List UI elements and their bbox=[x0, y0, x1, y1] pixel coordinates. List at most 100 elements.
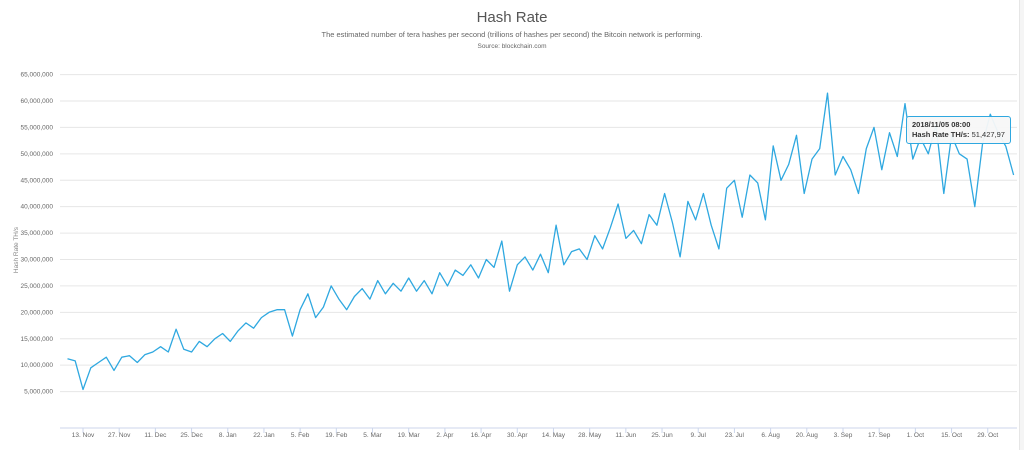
data-point[interactable] bbox=[640, 242, 643, 245]
data-point[interactable] bbox=[213, 337, 216, 340]
data-point[interactable] bbox=[252, 327, 255, 330]
data-point[interactable] bbox=[337, 298, 340, 301]
data-point[interactable] bbox=[97, 361, 100, 364]
data-point[interactable] bbox=[415, 290, 418, 293]
data-point[interactable] bbox=[942, 192, 945, 195]
data-point[interactable] bbox=[198, 340, 201, 343]
data-point[interactable] bbox=[725, 187, 728, 190]
data-point[interactable] bbox=[345, 308, 348, 311]
data-point[interactable] bbox=[275, 308, 278, 311]
data-point[interactable] bbox=[66, 357, 69, 360]
data-point[interactable] bbox=[260, 316, 263, 319]
data-point[interactable] bbox=[555, 224, 558, 227]
data-point[interactable] bbox=[779, 179, 782, 182]
data-point[interactable] bbox=[469, 263, 472, 266]
data-point[interactable] bbox=[159, 345, 162, 348]
data-point[interactable] bbox=[524, 255, 527, 258]
data-point[interactable] bbox=[182, 348, 185, 351]
data-point[interactable] bbox=[314, 316, 317, 319]
data-point[interactable] bbox=[190, 350, 193, 353]
data-point[interactable] bbox=[144, 353, 147, 356]
data-point[interactable] bbox=[399, 290, 402, 293]
data-point[interactable] bbox=[904, 102, 907, 105]
data-point[interactable] bbox=[958, 152, 961, 155]
data-point[interactable] bbox=[477, 276, 480, 279]
data-point[interactable] bbox=[120, 356, 123, 359]
data-point[interactable] bbox=[857, 192, 860, 195]
data-point[interactable] bbox=[733, 179, 736, 182]
data-point[interactable] bbox=[601, 247, 604, 250]
data-point[interactable] bbox=[508, 290, 511, 293]
data-point[interactable] bbox=[376, 279, 379, 282]
data-point[interactable] bbox=[702, 192, 705, 195]
data-point[interactable] bbox=[105, 356, 108, 359]
data-point[interactable] bbox=[764, 218, 767, 221]
data-point[interactable] bbox=[330, 284, 333, 287]
data-point[interactable] bbox=[306, 292, 309, 295]
data-point[interactable] bbox=[756, 181, 759, 184]
data-point[interactable] bbox=[423, 279, 426, 282]
data-point[interactable] bbox=[586, 258, 589, 261]
data-point[interactable] bbox=[679, 255, 682, 258]
data-point[interactable] bbox=[500, 240, 503, 243]
data-point[interactable] bbox=[283, 308, 286, 311]
data-point[interactable] bbox=[531, 269, 534, 272]
data-point[interactable] bbox=[834, 173, 837, 176]
data-point[interactable] bbox=[617, 203, 620, 206]
data-point[interactable] bbox=[353, 295, 356, 298]
data-point[interactable] bbox=[741, 216, 744, 219]
data-point[interactable] bbox=[299, 308, 302, 311]
data-point[interactable] bbox=[151, 350, 154, 353]
data-point[interactable] bbox=[803, 192, 806, 195]
data-point[interactable] bbox=[461, 274, 464, 277]
data-point[interactable] bbox=[128, 354, 131, 357]
data-point[interactable] bbox=[632, 229, 635, 232]
data-point[interactable] bbox=[167, 350, 170, 353]
data-point[interactable] bbox=[136, 361, 139, 364]
data-point[interactable] bbox=[268, 311, 271, 314]
data-point[interactable] bbox=[322, 306, 325, 309]
data-point[interactable] bbox=[826, 92, 829, 95]
data-point[interactable] bbox=[748, 173, 751, 176]
data-point[interactable] bbox=[446, 284, 449, 287]
data-point[interactable] bbox=[74, 359, 77, 362]
data-point[interactable] bbox=[655, 224, 658, 227]
data-point[interactable] bbox=[206, 345, 209, 348]
data-point[interactable] bbox=[1004, 145, 1007, 148]
data-point[interactable] bbox=[966, 158, 969, 161]
data-point[interactable] bbox=[229, 340, 232, 343]
data-point[interactable] bbox=[392, 282, 395, 285]
data-point[interactable] bbox=[291, 335, 294, 338]
data-point[interactable] bbox=[454, 269, 457, 272]
data-point[interactable] bbox=[810, 158, 813, 161]
data-point[interactable] bbox=[710, 224, 713, 227]
data-point[interactable] bbox=[237, 329, 240, 332]
data-point[interactable] bbox=[570, 250, 573, 253]
data-point[interactable] bbox=[624, 237, 627, 240]
data-point[interactable] bbox=[694, 218, 697, 221]
data-point[interactable] bbox=[927, 152, 930, 155]
data-point[interactable] bbox=[493, 266, 496, 269]
data-point[interactable] bbox=[896, 155, 899, 158]
data-point[interactable] bbox=[407, 276, 410, 279]
data-point[interactable] bbox=[888, 131, 891, 134]
data-point[interactable] bbox=[911, 158, 914, 161]
data-point[interactable] bbox=[361, 287, 364, 290]
data-point[interactable] bbox=[113, 369, 116, 372]
data-point[interactable] bbox=[841, 155, 844, 158]
data-point[interactable] bbox=[539, 253, 542, 256]
data-point[interactable] bbox=[865, 147, 868, 150]
data-point[interactable] bbox=[663, 192, 666, 195]
scrollbar[interactable] bbox=[1019, 0, 1024, 450]
data-point[interactable] bbox=[368, 298, 371, 301]
data-point[interactable] bbox=[578, 247, 581, 250]
data-point[interactable] bbox=[1012, 173, 1015, 176]
data-point[interactable] bbox=[880, 168, 883, 171]
data-point[interactable] bbox=[430, 292, 433, 295]
data-point[interactable] bbox=[717, 247, 720, 250]
data-point[interactable] bbox=[686, 200, 689, 203]
data-point[interactable] bbox=[244, 321, 247, 324]
data-point[interactable] bbox=[648, 213, 651, 216]
data-point[interactable] bbox=[787, 163, 790, 166]
data-point[interactable] bbox=[795, 134, 798, 137]
